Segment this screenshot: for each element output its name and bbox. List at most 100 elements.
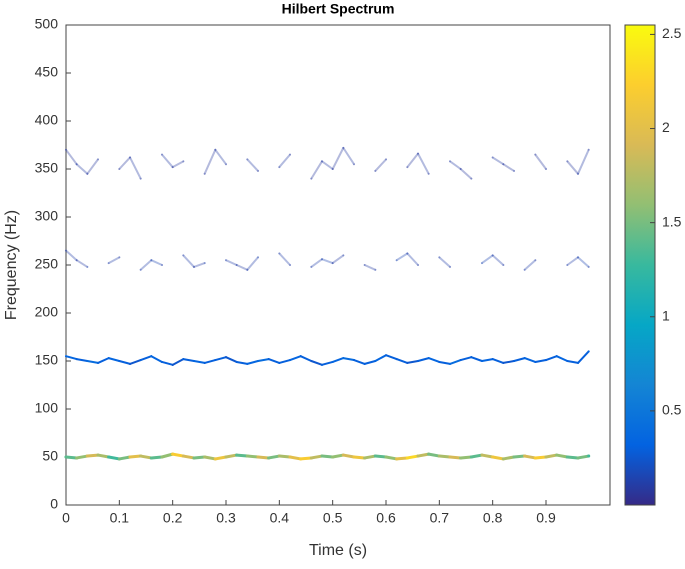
trace-segment <box>96 453 111 459</box>
trace-segment <box>566 160 579 175</box>
trace-segment <box>150 259 163 266</box>
trace-segment <box>171 160 185 169</box>
spectrum-point <box>267 456 271 460</box>
trace-segment <box>267 454 281 460</box>
spectrum-point <box>64 455 68 459</box>
spectrum-point <box>417 152 419 155</box>
y-tick-label: 150 <box>35 352 59 368</box>
spectrum-point <box>587 265 590 268</box>
spectrum-point <box>533 456 537 460</box>
spectrum-point <box>416 454 420 458</box>
spectrum-point <box>427 172 430 175</box>
spectrum-point <box>65 355 67 358</box>
spectrum-point <box>417 264 419 266</box>
trace-segment <box>75 358 89 362</box>
spectrum-point <box>181 454 185 458</box>
spectrum-point <box>406 252 409 255</box>
trace-segment <box>577 350 590 364</box>
spectrum-point <box>459 359 462 362</box>
trace-segment <box>278 153 291 169</box>
trace-segment <box>544 453 559 459</box>
spectrum-point <box>203 262 206 265</box>
spectrum-point <box>374 268 377 271</box>
spectrum-point <box>342 357 345 360</box>
spectrum-point <box>192 456 196 460</box>
trace-segment <box>246 360 259 365</box>
trace-segment <box>299 456 313 461</box>
trace-segment <box>321 160 334 170</box>
spectrum-point <box>565 455 569 459</box>
colorbar-tick-label: 2.5 <box>662 25 682 41</box>
trace-segment <box>128 454 143 459</box>
spectrum-point <box>182 358 185 361</box>
trace-segment <box>192 455 207 460</box>
spectrum-point <box>86 360 89 362</box>
trace-segment <box>363 264 377 271</box>
trace-segment <box>203 148 217 175</box>
trace-segment <box>277 454 292 459</box>
trace-segment <box>481 358 494 362</box>
trace-segment <box>416 452 431 458</box>
trace-segment <box>565 455 580 460</box>
spectrum-point <box>96 453 100 457</box>
spectrum-point <box>577 361 579 364</box>
trace-segment <box>213 455 228 461</box>
y-tick-label: 500 <box>35 16 59 32</box>
trace-segment <box>577 256 590 268</box>
trace-segment <box>64 455 79 460</box>
spectrum-point <box>299 457 303 461</box>
spectrum-point <box>257 256 259 259</box>
spectrum-point <box>225 259 227 262</box>
spectrum-point <box>182 160 185 163</box>
spectrum-point <box>438 360 441 363</box>
spectrum-point <box>341 453 345 457</box>
spectrum-point <box>331 455 335 459</box>
spectrum-point <box>310 265 313 268</box>
spectrum-point <box>481 360 483 362</box>
spectrum-point <box>214 148 217 151</box>
trace-segment <box>203 359 217 364</box>
spectrum-point <box>277 454 281 458</box>
spectrum-point <box>289 264 291 266</box>
plot-area <box>65 24 611 506</box>
spectrum-point <box>395 358 398 361</box>
spectrum-point <box>278 166 281 169</box>
x-tick-label: 0.5 <box>323 510 343 526</box>
spectrum-point <box>97 158 99 161</box>
colorbar-tick-label: 1.5 <box>662 213 682 229</box>
trace-segment <box>225 259 238 266</box>
trace-segment <box>331 357 345 363</box>
trace-segment <box>107 357 121 362</box>
spectrum-point <box>406 361 409 364</box>
trace-segment <box>437 454 452 459</box>
trace-segment <box>555 453 569 459</box>
colorbar <box>624 24 656 506</box>
trace-segment <box>65 249 78 262</box>
trace-segment <box>513 357 526 362</box>
trace-segment <box>139 454 153 460</box>
x-tick-label: 0 <box>62 510 70 526</box>
spectrum-point <box>459 456 463 460</box>
spectrum-point <box>555 453 559 457</box>
chart-title: Hilbert Spectrum <box>282 1 395 17</box>
y-tick-label: 250 <box>35 256 59 272</box>
spectrum-point <box>459 168 462 170</box>
trace-segment <box>203 455 217 461</box>
spectrum-point <box>321 258 323 261</box>
trace-segment <box>246 256 259 271</box>
spectrum-point <box>491 455 495 459</box>
spectrum-point <box>481 262 483 265</box>
y-tick-label: 50 <box>42 448 58 464</box>
spectrum-point <box>203 172 206 175</box>
trace-segment <box>182 358 195 362</box>
trace-segment <box>566 256 579 266</box>
trace-segment <box>491 455 505 461</box>
spectrum-point <box>128 455 132 459</box>
spectrum-point <box>577 172 579 175</box>
y-tick-label: 200 <box>35 304 59 320</box>
y-tick-label: 400 <box>35 112 59 128</box>
trace-segment <box>224 453 239 459</box>
trace-segment <box>181 454 196 460</box>
spectrum-point <box>171 363 174 366</box>
spectrum-point <box>171 166 174 169</box>
